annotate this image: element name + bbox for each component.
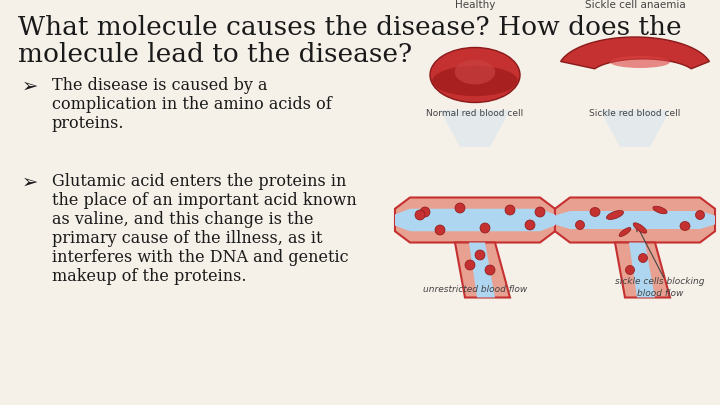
Ellipse shape — [590, 207, 600, 217]
Text: Normal red blood cell: Normal red blood cell — [426, 109, 523, 118]
Ellipse shape — [610, 56, 670, 68]
Ellipse shape — [505, 205, 515, 215]
Ellipse shape — [480, 223, 490, 233]
Ellipse shape — [633, 223, 647, 233]
Text: as valine, and this change is the: as valine, and this change is the — [52, 211, 313, 228]
Text: What molecule causes the disease? How does the: What molecule causes the disease? How do… — [18, 15, 682, 40]
Polygon shape — [615, 243, 670, 298]
Ellipse shape — [525, 220, 535, 230]
Text: ➢: ➢ — [22, 77, 38, 96]
Ellipse shape — [653, 206, 667, 214]
Polygon shape — [600, 110, 670, 147]
Ellipse shape — [420, 207, 430, 217]
Text: complication in the amino acids of: complication in the amino acids of — [52, 96, 332, 113]
Polygon shape — [629, 243, 655, 298]
Text: unrestricted blood flow: unrestricted blood flow — [423, 285, 527, 294]
Ellipse shape — [626, 266, 634, 275]
Text: makeup of the proteins.: makeup of the proteins. — [52, 268, 246, 285]
Ellipse shape — [696, 211, 704, 220]
Ellipse shape — [465, 260, 475, 270]
Ellipse shape — [680, 222, 690, 230]
Text: molecule lead to the disease?: molecule lead to the disease? — [18, 42, 412, 67]
Ellipse shape — [535, 207, 545, 217]
Polygon shape — [455, 243, 510, 298]
Polygon shape — [469, 243, 495, 298]
Polygon shape — [395, 209, 555, 231]
Ellipse shape — [435, 225, 445, 235]
Ellipse shape — [432, 66, 518, 96]
Ellipse shape — [415, 210, 425, 220]
Ellipse shape — [455, 203, 465, 213]
Polygon shape — [440, 110, 510, 147]
Ellipse shape — [430, 47, 520, 102]
Text: primary cause of the illness, as it: primary cause of the illness, as it — [52, 230, 323, 247]
Ellipse shape — [606, 211, 624, 220]
Ellipse shape — [619, 228, 631, 237]
Polygon shape — [555, 211, 715, 229]
Text: interferes with the DNA and genetic: interferes with the DNA and genetic — [52, 249, 348, 266]
Text: the place of an important acid known: the place of an important acid known — [52, 192, 356, 209]
Ellipse shape — [639, 254, 647, 262]
Ellipse shape — [575, 220, 585, 230]
Ellipse shape — [475, 250, 485, 260]
Text: The disease is caused by a: The disease is caused by a — [52, 77, 268, 94]
Text: Sickle red blood cell: Sickle red blood cell — [589, 109, 680, 118]
Text: proteins.: proteins. — [52, 115, 125, 132]
PathPatch shape — [561, 37, 709, 69]
Text: ➢: ➢ — [22, 173, 38, 192]
Ellipse shape — [485, 265, 495, 275]
Polygon shape — [395, 198, 555, 243]
Text: Glutamic acid enters the proteins in: Glutamic acid enters the proteins in — [52, 173, 346, 190]
Text: sickle cells blocking
blood flow: sickle cells blocking blood flow — [616, 277, 705, 298]
Text: Sickle cell anaemia: Sickle cell anaemia — [585, 0, 685, 10]
Ellipse shape — [455, 60, 495, 84]
Polygon shape — [555, 198, 715, 243]
Text: Healthy: Healthy — [455, 0, 495, 10]
